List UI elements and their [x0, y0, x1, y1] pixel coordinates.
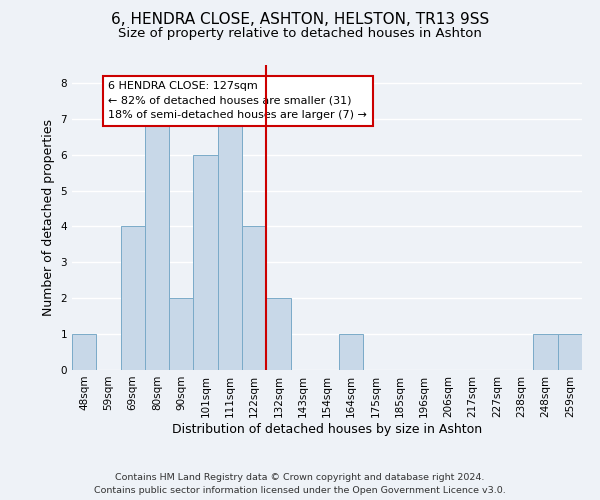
- Text: Contains HM Land Registry data © Crown copyright and database right 2024.: Contains HM Land Registry data © Crown c…: [115, 472, 485, 482]
- Text: Size of property relative to detached houses in Ashton: Size of property relative to detached ho…: [118, 28, 482, 40]
- Bar: [339, 334, 364, 370]
- Bar: [72, 334, 96, 370]
- Text: 6, HENDRA CLOSE, ASHTON, HELSTON, TR13 9SS: 6, HENDRA CLOSE, ASHTON, HELSTON, TR13 9…: [111, 12, 489, 28]
- Bar: [169, 298, 193, 370]
- Bar: [242, 226, 266, 370]
- Text: 6 HENDRA CLOSE: 127sqm
← 82% of detached houses are smaller (31)
18% of semi-det: 6 HENDRA CLOSE: 127sqm ← 82% of detached…: [109, 81, 367, 120]
- Bar: [266, 298, 290, 370]
- Y-axis label: Number of detached properties: Number of detached properties: [42, 119, 55, 316]
- Bar: [218, 119, 242, 370]
- Text: Contains public sector information licensed under the Open Government Licence v3: Contains public sector information licen…: [94, 486, 506, 495]
- Bar: [121, 226, 145, 370]
- Bar: [145, 119, 169, 370]
- Bar: [533, 334, 558, 370]
- Bar: [558, 334, 582, 370]
- X-axis label: Distribution of detached houses by size in Ashton: Distribution of detached houses by size …: [172, 422, 482, 436]
- Bar: [193, 154, 218, 370]
